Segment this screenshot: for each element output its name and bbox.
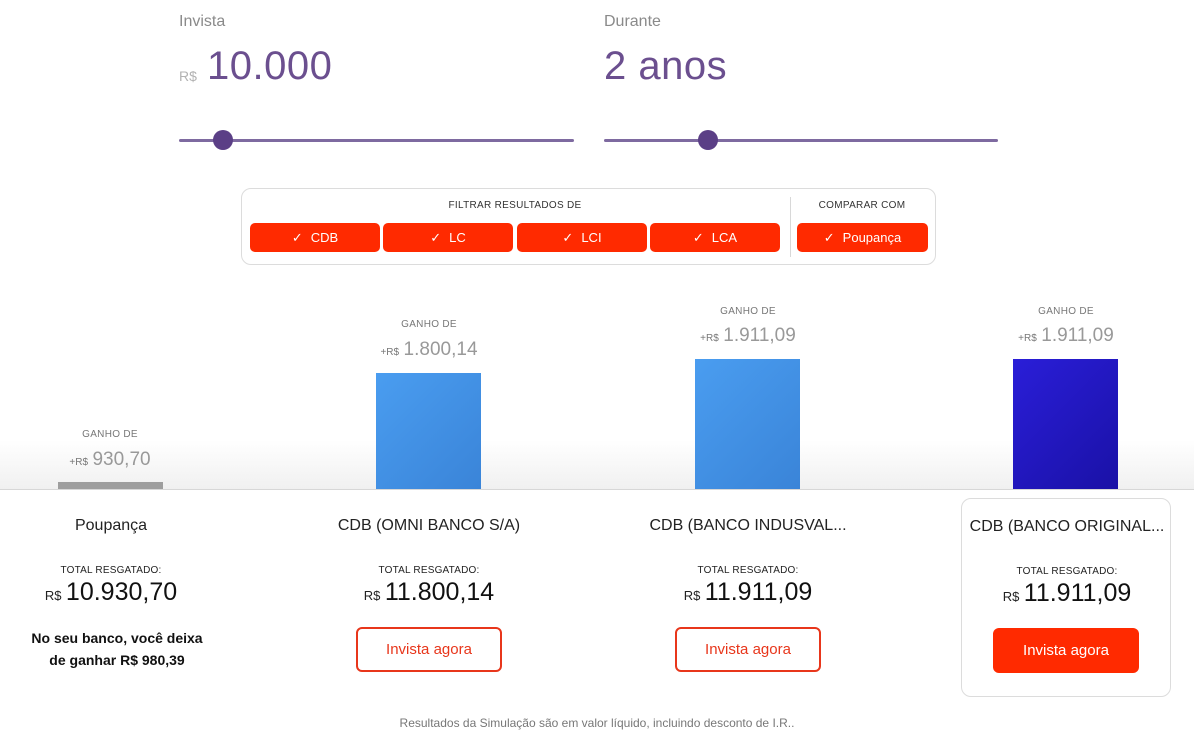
gain-prefix: +R$ bbox=[700, 333, 719, 344]
duration-slider[interactable] bbox=[604, 130, 998, 150]
filter-chip-label: CDB bbox=[310, 230, 339, 245]
gain-label: GANHO DE bbox=[401, 319, 457, 330]
chart-baseline-band bbox=[0, 440, 1194, 490]
loss-warning-line2: de ganhar R$ 980,39 bbox=[49, 652, 185, 668]
invest-slider-handle[interactable] bbox=[213, 130, 233, 150]
total-prefix: R$ bbox=[683, 588, 701, 603]
chart-baseline bbox=[0, 489, 1194, 490]
checkmark-icon: ✓ bbox=[430, 229, 442, 245]
total-value: R$ 11.911,09 bbox=[637, 578, 859, 607]
invest-now-button[interactable]: Invista agora bbox=[356, 627, 502, 672]
filter-chip-lca[interactable]: ✓ LCA bbox=[650, 223, 780, 252]
loss-warning-line1: No seu banco, você deixa bbox=[31, 630, 203, 646]
gain-value: +R$ 930,70 bbox=[30, 449, 190, 471]
filter-chip-lci[interactable]: ✓ LCI bbox=[517, 223, 647, 252]
total-amount: 11.800,14 bbox=[384, 578, 495, 606]
invest-amount[interactable]: 10.000 bbox=[207, 44, 333, 88]
gain-bar-cdb-original bbox=[1013, 359, 1118, 489]
gain-value: +R$ 1.911,09 bbox=[986, 325, 1146, 347]
compare-chip-label: Poupança bbox=[842, 230, 902, 245]
gain-amount: 930,70 bbox=[92, 449, 151, 470]
invest-now-button[interactable]: Invista agora bbox=[993, 628, 1139, 673]
product-name: Poupança bbox=[74, 517, 148, 534]
gain-bar-cdb-omni bbox=[376, 373, 481, 489]
total-value: R$ 10.930,70 bbox=[10, 578, 212, 607]
total-prefix: R$ bbox=[363, 588, 381, 603]
gain-bar-cdb-indusval bbox=[695, 359, 800, 489]
total-value: R$ 11.911,09 bbox=[968, 579, 1166, 608]
disclaimer-footnote: Resultados da Simulação são em valor líq… bbox=[399, 716, 795, 730]
gain-amount: 1.911,09 bbox=[1041, 325, 1114, 346]
total-value: R$ 11.800,14 bbox=[318, 578, 540, 607]
compare-title: COMPARAR COM bbox=[818, 200, 906, 211]
best-result-card: CDB (BANCO ORIGINAL... TOTAL RESGATADO: … bbox=[961, 498, 1171, 697]
checkmark-icon: ✓ bbox=[562, 229, 574, 245]
compare-chip-poupanca[interactable]: ✓ Poupança bbox=[797, 223, 928, 252]
product-name: CDB (BANCO ORIGINAL... bbox=[969, 518, 1165, 535]
filter-panel: FILTRAR RESULTADOS DE ✓ CDB ✓ LC ✓ LCI ✓… bbox=[241, 188, 936, 265]
gain-label: GANHO DE bbox=[720, 306, 776, 317]
gain-amount: 1.911,09 bbox=[723, 325, 796, 346]
filter-chip-label: LC bbox=[449, 230, 466, 245]
gain-value: +R$ 1.800,14 bbox=[349, 339, 509, 361]
total-label: TOTAL RESGATADO: bbox=[60, 565, 162, 576]
gain-prefix: +R$ bbox=[1018, 333, 1037, 344]
total-prefix: R$ bbox=[1002, 589, 1020, 604]
total-prefix: R$ bbox=[44, 588, 62, 603]
total-amount: 11.911,09 bbox=[1023, 579, 1132, 607]
duration-value[interactable]: 2 anos bbox=[604, 44, 728, 88]
gain-amount: 1.800,14 bbox=[403, 339, 478, 360]
filter-chip-cdb[interactable]: ✓ CDB bbox=[250, 223, 380, 252]
checkmark-icon: ✓ bbox=[291, 229, 303, 245]
invest-currency: R$ bbox=[179, 68, 197, 84]
filter-title: FILTRAR RESULTADOS DE bbox=[448, 200, 582, 211]
gain-prefix: +R$ bbox=[380, 347, 400, 358]
product-name: CDB (BANCO INDUSVAL... bbox=[649, 517, 847, 534]
filter-divider bbox=[790, 197, 791, 257]
duration-label: Durante bbox=[604, 13, 661, 30]
filter-chip-label: LCI bbox=[581, 230, 602, 245]
product-name: CDB (OMNI BANCO S/A) bbox=[337, 517, 521, 534]
invest-now-button[interactable]: Invista agora bbox=[675, 627, 821, 672]
gain-prefix: +R$ bbox=[69, 457, 89, 468]
filter-chip-lc[interactable]: ✓ LC bbox=[383, 223, 513, 252]
total-amount: 10.930,70 bbox=[65, 578, 178, 606]
filter-chip-label: LCA bbox=[711, 230, 738, 245]
total-label: TOTAL RESGATADO: bbox=[378, 565, 480, 576]
duration-slider-handle[interactable] bbox=[698, 130, 718, 150]
total-label: TOTAL RESGATADO: bbox=[1016, 566, 1118, 577]
checkmark-icon: ✓ bbox=[823, 229, 835, 245]
total-label: TOTAL RESGATADO: bbox=[697, 565, 799, 576]
gain-value: +R$ 1.911,09 bbox=[668, 325, 828, 347]
gain-label: GANHO DE bbox=[82, 429, 138, 440]
total-amount: 11.911,09 bbox=[704, 578, 813, 606]
gain-label: GANHO DE bbox=[1038, 306, 1094, 317]
invest-slider[interactable] bbox=[179, 130, 574, 150]
checkmark-icon: ✓ bbox=[692, 229, 704, 245]
invest-label: Invista bbox=[179, 13, 226, 30]
loss-warning: No seu banco, você deixa de ganhar R$ 98… bbox=[0, 627, 234, 671]
gain-bar-poupanca bbox=[58, 482, 163, 489]
